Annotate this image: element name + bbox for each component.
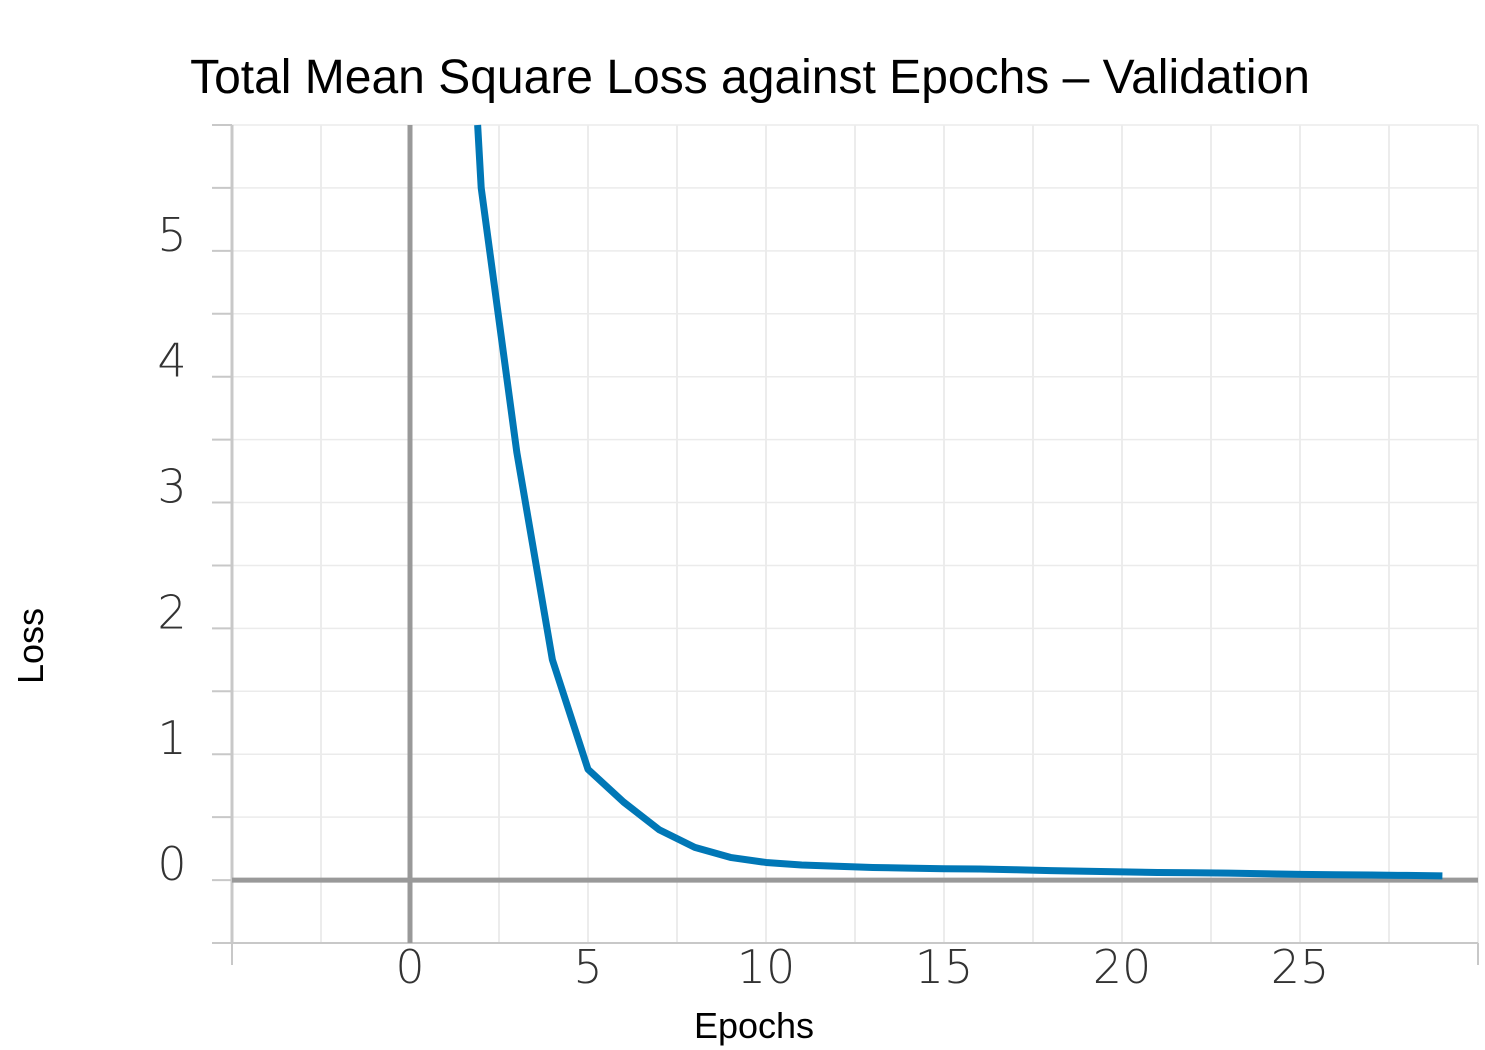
axes: [212, 124, 1479, 965]
y-tick-label: 2: [157, 585, 186, 639]
x-tick-label: 0: [395, 940, 424, 994]
x-tick-label: 15: [915, 940, 974, 994]
x-tick-label: 10: [737, 940, 796, 994]
y-tick-label: 0: [157, 837, 186, 891]
series-line: [474, 124, 1443, 880]
x-tick-label: 20: [1093, 940, 1152, 994]
y-tick-label: 4: [157, 334, 186, 388]
x-tick-label: 5: [573, 940, 602, 994]
series-lines: [474, 124, 1443, 880]
y-axis-label: Loss: [10, 607, 51, 685]
y-tick-label: 1: [157, 711, 186, 765]
x-axis-label: Epochs: [693, 1005, 815, 1046]
y-tick-label: 3: [157, 460, 186, 514]
chart-title: Total Mean Square Loss against Epochs – …: [190, 51, 1310, 104]
x-tick-label: 25: [1271, 940, 1330, 994]
y-tick-label: 5: [157, 208, 186, 262]
tick-labels: 0 5 10 15 20 25 0 1 2 3 4 5: [157, 208, 1329, 994]
grid: [231, 124, 1479, 944]
